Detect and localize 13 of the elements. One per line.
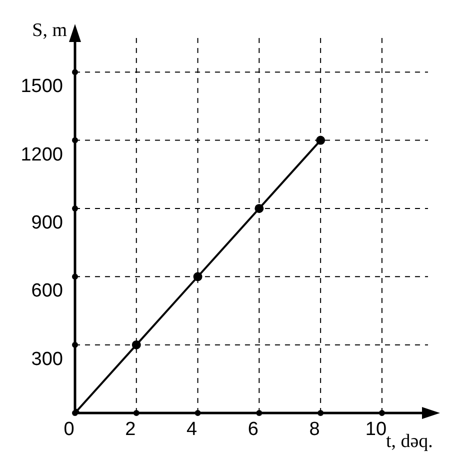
y-tick-label: 600 [31, 280, 63, 302]
x-tick-label: 4 [186, 419, 198, 440]
y-tick-label: 1500 [20, 76, 63, 98]
x-tick-label: 6 [248, 419, 258, 440]
y-tick-label: 1200 [20, 144, 63, 166]
x-axis-title: t, dəq. [386, 431, 433, 452]
x-tick-label: 10 [365, 419, 387, 440]
x-tick-label: 8 [309, 419, 320, 440]
y-axis-title: S, m [32, 20, 68, 41]
x-tick-label: 0 [64, 419, 74, 440]
x-tick-label: 2 [125, 419, 136, 440]
y-tick-label: 900 [31, 212, 63, 234]
y-tick-label: 300 [31, 348, 63, 370]
